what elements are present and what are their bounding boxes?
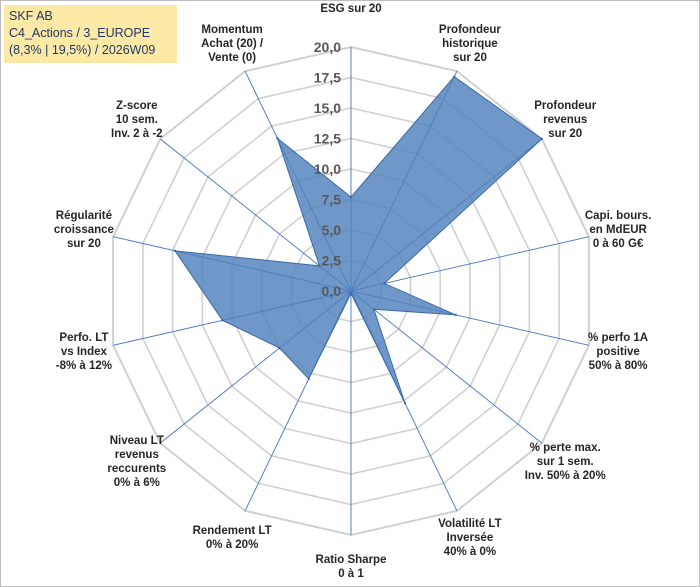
category-label: Volatilité LT Inversée 40% à 0% — [438, 518, 501, 558]
axis-tick-label: 15,0 — [314, 100, 341, 116]
stock-name: SKF AB — [9, 9, 53, 23]
axis-tick-label: 20,0 — [314, 39, 341, 55]
series-area — [173, 76, 543, 404]
axis-tick-label: 17,5 — [314, 70, 341, 86]
category-label: Profondeur historique sur 20 — [439, 24, 501, 64]
category-label: Ratio Sharpe 0 à 1 — [316, 554, 387, 580]
category-label: Régularité croissance sur 20 — [54, 210, 114, 250]
axis-tick-label: 12,5 — [314, 131, 341, 147]
axis-spoke — [350, 236, 590, 292]
stock-category: C4_Actions / 3_EUROPE — [9, 26, 151, 40]
category-label: Profondeur revenus sur 20 — [534, 100, 596, 140]
data-point — [453, 75, 456, 78]
category-label: Z-score 10 sem. Inv. 2 à -2 — [111, 100, 163, 140]
data-point — [276, 137, 279, 140]
stock-info-box: SKF AB C4_Actions / 3_EUROPE (8,3% | 19,… — [4, 5, 177, 63]
data-point — [278, 346, 281, 350]
data-point — [403, 401, 407, 405]
series-layer — [173, 75, 543, 405]
data-point — [221, 319, 224, 322]
data-point — [349, 292, 353, 295]
category-label: Capi. bours. en MdEUR 0 à 60 G€ — [585, 210, 651, 250]
data-point — [372, 308, 376, 311]
axis-tick-label: 7,5 — [322, 192, 342, 208]
category-label: % perfo 1A positive 50% à 80% — [588, 332, 648, 372]
data-point — [349, 195, 353, 199]
axis-tick-label: 10,0 — [314, 161, 341, 177]
category-label: Niveau LT revenus reccurents 0% à 6% — [107, 435, 166, 489]
axis-tick-label: 0,0 — [322, 283, 342, 299]
data-point — [383, 282, 386, 285]
category-label: Perfo. LT vs Index -8% à 12% — [56, 332, 112, 372]
category-label: Rendement LT 0% à 20% — [193, 525, 272, 551]
axis-spoke — [350, 290, 543, 444]
data-point — [173, 249, 177, 252]
data-point — [307, 377, 310, 381]
category-label: Momentum Achat (20) / Vente (0) — [201, 24, 264, 64]
tick-layer: 0,0 2,5 5,0 7,5 10,0 12,5 15,0 17,5 20,0 — [314, 39, 341, 299]
category-label: % perte max. sur 1 sem. Inv. 50% à 20% — [525, 442, 606, 482]
data-point — [318, 264, 321, 268]
data-point — [540, 137, 543, 141]
category-label: NoteESG sur 20 — [320, 0, 381, 15]
data-point — [454, 313, 457, 317]
stock-performance: (8,3% | 19,5%) / 2026W09 — [9, 43, 156, 57]
axis-tick-label: 2,5 — [322, 253, 342, 269]
axis-tick-label: 5,0 — [322, 222, 342, 238]
